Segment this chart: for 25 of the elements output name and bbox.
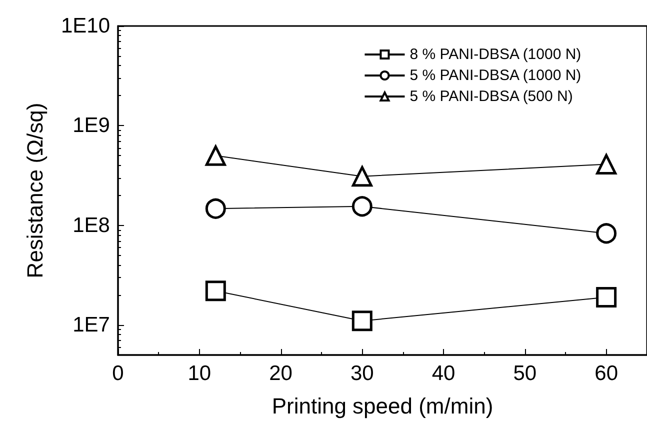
legend-label: 5 % PANI-DBSA (1000 N) — [410, 67, 582, 84]
x-tick-label: 10 — [188, 362, 212, 385]
x-tick-label: 0 — [112, 362, 124, 385]
y-tick-label: 1E8 — [72, 214, 110, 237]
x-tick-label: 40 — [432, 362, 456, 385]
y-axis-title: Resistance (Ω/sq) — [22, 102, 48, 278]
point — [596, 223, 617, 244]
y-tick-label: 1E10 — [60, 14, 110, 38]
x-axis-title: Printing speed (m/min) — [272, 394, 494, 418]
point — [205, 198, 226, 219]
x-tick-label: 20 — [269, 362, 292, 385]
x-tick-label: 50 — [513, 362, 537, 385]
legend-label: 8 % PANI-DBSA (1000 N) — [410, 46, 582, 63]
point — [352, 310, 372, 332]
x-tick-label: 30 — [350, 362, 374, 385]
point — [205, 145, 226, 166]
point — [205, 280, 226, 302]
y-tick-label: 1E9 — [72, 114, 110, 138]
point — [596, 286, 617, 308]
point — [596, 154, 617, 175]
point — [352, 196, 372, 217]
legend-label: 5 % PANI-DBSA (500 N) — [410, 88, 573, 105]
x-tick-label: 60 — [594, 362, 618, 385]
point — [352, 166, 372, 187]
y-tick-label: 1E7 — [72, 314, 110, 336]
